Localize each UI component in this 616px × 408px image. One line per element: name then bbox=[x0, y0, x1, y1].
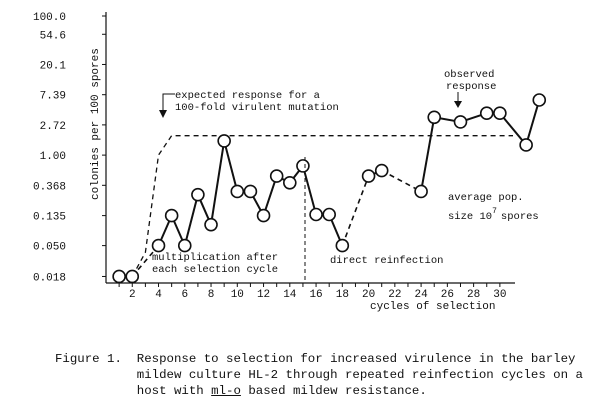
pop-size-unit: spores bbox=[501, 211, 539, 223]
figure-caption: Figure 1. Response to selection for incr… bbox=[55, 351, 615, 399]
observed-segment bbox=[499, 112, 527, 146]
observed-segment bbox=[525, 99, 541, 146]
observed-annotation-line1: observed bbox=[444, 69, 494, 81]
observed-point bbox=[191, 187, 205, 202]
observed-point bbox=[269, 169, 284, 183]
observed-point bbox=[532, 93, 547, 107]
observed-point bbox=[414, 184, 428, 199]
direct-reinfection-annotation: direct reinfection bbox=[330, 255, 443, 267]
observed-point bbox=[243, 184, 258, 199]
x-tick-label: 12 bbox=[257, 289, 270, 301]
expected-annotation-line1: expected response for a bbox=[175, 90, 320, 102]
observed-segment bbox=[223, 140, 239, 192]
observed-point bbox=[479, 106, 494, 121]
y-tick-label: 1.00 bbox=[40, 151, 66, 163]
pop-annotation-line1: average pop. bbox=[448, 192, 524, 204]
observed-point bbox=[151, 238, 166, 253]
observed-segment bbox=[420, 117, 436, 192]
y-tick-label: 2.72 bbox=[40, 121, 66, 133]
observed-segment bbox=[210, 140, 226, 225]
observed-annotation-line2: response bbox=[446, 81, 496, 93]
x-tick-label: 22 bbox=[388, 289, 401, 301]
pop-size-text: size 10 bbox=[448, 211, 492, 223]
x-tick-label: 14 bbox=[283, 289, 297, 301]
x-tick-label: 30 bbox=[493, 289, 506, 301]
x-tick-label: 6 bbox=[181, 289, 188, 301]
observed-segment bbox=[131, 245, 160, 277]
x-tick-label: 18 bbox=[336, 289, 349, 301]
observed-point bbox=[453, 115, 468, 129]
x-axis-label: cycles of selection bbox=[370, 301, 495, 313]
observed-point bbox=[217, 134, 231, 148]
chart: 100.0 54.6 20.1 7.39 2.72 1.00 0.368 0.135 0.050… bbox=[33, 12, 547, 313]
observed-point bbox=[256, 208, 271, 223]
observed-segment bbox=[262, 175, 278, 216]
multiplication-annotation-line1: multiplication after bbox=[152, 252, 278, 264]
observed-point bbox=[164, 208, 179, 223]
observed-point bbox=[230, 184, 245, 199]
observed-point bbox=[519, 138, 533, 152]
x-tick-label: 16 bbox=[309, 289, 322, 301]
y-tick-label: 54.6 bbox=[40, 30, 66, 42]
x-tick-label: 28 bbox=[467, 289, 480, 301]
y-tick-label: 0.135 bbox=[33, 212, 66, 224]
caption-line-3-end: based mildew resistance. bbox=[240, 384, 427, 398]
y-tick-label: 0.050 bbox=[33, 242, 66, 254]
x-tick-label: 2 bbox=[129, 289, 136, 301]
caption-line-1: Figure 1. Response to selection for incr… bbox=[55, 352, 576, 366]
multiplication-annotation-line2: each selection cycle bbox=[152, 264, 278, 276]
expected-response-line bbox=[131, 135, 513, 277]
caption-line-3: host with ml-o based mildew resistance. bbox=[55, 383, 615, 399]
x-tick-label: 24 bbox=[414, 289, 428, 301]
pop-annotation-line2: size 107 spores bbox=[448, 207, 539, 223]
y-tick-label: 7.39 bbox=[40, 91, 66, 103]
observed-arrow bbox=[454, 92, 462, 108]
observed-point bbox=[427, 110, 442, 125]
observed-point bbox=[361, 169, 376, 183]
y-tick-label: 0.368 bbox=[33, 181, 66, 193]
observed-segment bbox=[341, 175, 370, 246]
expected-annotation-line2: 100-fold virulent mutation bbox=[175, 102, 339, 114]
series-layer bbox=[112, 93, 547, 284]
y-tick-label: 100.0 bbox=[33, 12, 66, 24]
observed-segment bbox=[183, 194, 199, 246]
x-tick-label: 26 bbox=[441, 289, 454, 301]
axes bbox=[105, 12, 515, 284]
y-tick-label: 20.1 bbox=[40, 60, 67, 72]
x-tick-label: 20 bbox=[362, 289, 375, 301]
observed-point bbox=[204, 217, 218, 232]
observed-point bbox=[177, 238, 192, 253]
observed-point bbox=[309, 207, 323, 222]
observed-point bbox=[283, 175, 297, 190]
x-tick-label: 8 bbox=[208, 289, 215, 301]
x-tick-label: 10 bbox=[231, 289, 244, 301]
observed-point bbox=[296, 159, 310, 173]
observed-point bbox=[125, 269, 140, 284]
observed-point bbox=[322, 207, 336, 222]
caption-line-2: mildew culture HL-2 through repeated rei… bbox=[55, 368, 583, 382]
y-tick-labels: 100.0 54.6 20.1 7.39 2.72 1.00 0.368 0.135 0.050… bbox=[33, 12, 106, 284]
observed-point bbox=[374, 163, 389, 178]
x-tick-labels: 2 4 6 8 10 12 14 16 18 20 22 24 26 28 30 bbox=[118, 283, 506, 301]
observed-point bbox=[335, 238, 350, 253]
observed-point bbox=[112, 269, 126, 284]
expected-arrow bbox=[159, 93, 175, 118]
observed-segment bbox=[381, 169, 422, 193]
y-axis-label: colonies per 100 spores bbox=[90, 48, 102, 200]
caption-line-3-start: host with bbox=[55, 384, 212, 398]
observed-point bbox=[493, 106, 507, 121]
y-tick-label: 0.018 bbox=[33, 272, 66, 284]
x-tick-label: 4 bbox=[155, 289, 162, 301]
caption-ml-o: ml-o bbox=[211, 384, 241, 398]
pop-size-exponent: 7 bbox=[492, 207, 497, 216]
